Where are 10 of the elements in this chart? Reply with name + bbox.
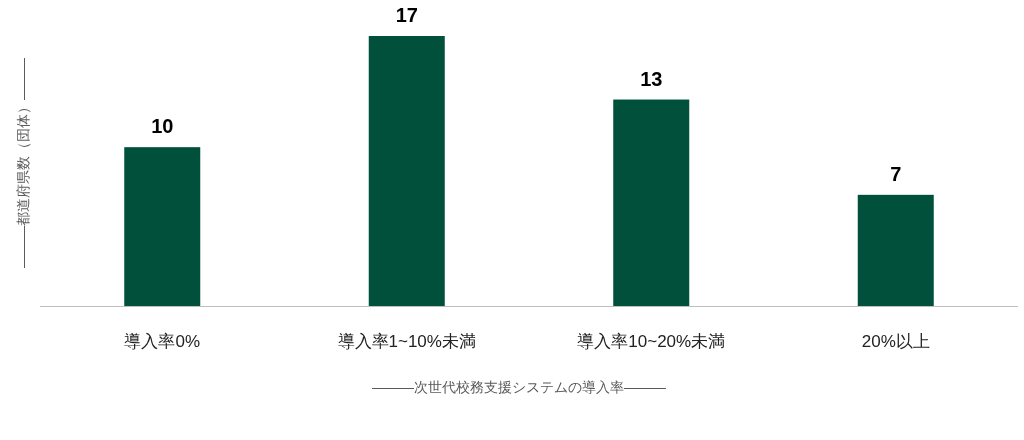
- data-label: 17: [395, 4, 418, 26]
- x-tick-label: 導入率1~10%未満: [337, 332, 476, 351]
- x-tick-label: 導入率10~20%未満: [577, 332, 726, 351]
- x-tick-label: 20%以上: [861, 332, 930, 351]
- x-axis-title: ―――次世代校務支援システムの導入率―――: [372, 379, 666, 395]
- data-label: 10: [151, 115, 174, 138]
- y-axis-title: ―――都道府県数（団体）―――: [15, 58, 31, 268]
- x-tick-label: 導入率0%: [124, 332, 201, 351]
- data-label: 7: [890, 162, 902, 185]
- data-label: 13: [640, 67, 663, 90]
